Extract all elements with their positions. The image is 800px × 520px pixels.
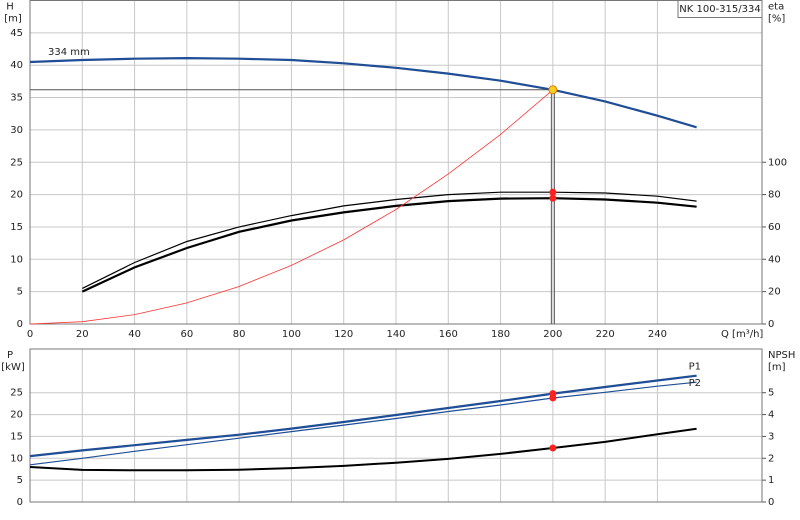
curve-label: 334 mm <box>48 47 90 58</box>
x-tick-label: 20 <box>76 329 89 340</box>
y2-tick-label: 0 <box>768 497 774 508</box>
y-tick-label: 5 <box>17 475 23 486</box>
plot-frame <box>29 0 763 325</box>
curve <box>29 374 697 458</box>
x-tick-label: 80 <box>233 329 246 340</box>
x-tick-label: 40 <box>128 329 141 340</box>
y2-tick-label: 5 <box>768 388 774 399</box>
y-axis-label: H <box>6 2 14 13</box>
y2-tick-label: 40 <box>768 254 781 265</box>
y-tick-label: 25 <box>10 157 23 168</box>
duty-point <box>549 444 557 452</box>
y-tick-label: 45 <box>10 28 23 39</box>
curve <box>29 427 697 472</box>
x-axis-label: Q [m³/h] <box>721 329 763 340</box>
x-tick-label: 220 <box>596 329 615 340</box>
y-tick-label: 40 <box>10 60 23 71</box>
y-tick-label: 15 <box>10 222 23 233</box>
duty-point <box>549 194 557 202</box>
y2-tick-label: 60 <box>768 222 781 233</box>
y-tick-label: 30 <box>10 125 23 136</box>
y-tick-label: 10 <box>10 453 23 464</box>
x-tick-label: 100 <box>282 329 301 340</box>
y-tick-label: 10 <box>10 254 23 265</box>
x-tick-label: 60 <box>180 329 193 340</box>
y2-axis-label: eta <box>768 2 784 13</box>
y2-tick-label: 1 <box>768 475 774 486</box>
y2-tick-label: 80 <box>768 190 781 201</box>
curve <box>29 381 697 466</box>
curve <box>29 56 697 129</box>
x-tick-label: 120 <box>334 329 353 340</box>
x-tick-label: 240 <box>648 329 667 340</box>
chart-title: NK 100-315/334 <box>679 4 760 15</box>
y2-tick-label: 2 <box>768 453 774 464</box>
y-tick-label: 35 <box>10 93 23 104</box>
y-tick-label: 0 <box>17 319 23 330</box>
title-box <box>677 0 763 18</box>
y2-tick-label: 0 <box>768 319 774 330</box>
x-tick-label: 140 <box>386 329 405 340</box>
y2-tick-label: 4 <box>768 410 774 421</box>
y-tick-label: 25 <box>10 388 23 399</box>
y-axis-unit: [kW] <box>1 362 25 373</box>
y-tick-label: 15 <box>10 431 23 442</box>
x-tick-label: 160 <box>439 329 458 340</box>
y-tick-label: 20 <box>10 190 23 201</box>
curve-label: P1 <box>689 362 701 373</box>
curve-label: P2 <box>689 378 701 389</box>
duty-point <box>549 188 557 196</box>
y2-tick-label: 20 <box>768 287 781 298</box>
y-tick-label: 5 <box>17 287 23 298</box>
y2-tick-label: 100 <box>768 157 787 168</box>
duty-point <box>549 394 557 402</box>
y2-axis-label: NPSH <box>768 350 795 361</box>
y2-axis-unit: [m] <box>768 362 786 373</box>
y2-tick-label: 3 <box>768 431 774 442</box>
x-tick-label: 0 <box>27 329 33 340</box>
x-tick-label: 180 <box>491 329 510 340</box>
y-axis-unit: [m] <box>4 14 22 25</box>
plot-frame <box>29 348 763 503</box>
curve <box>81 197 697 293</box>
duty-point <box>548 85 558 95</box>
curve <box>82 191 697 289</box>
y-tick-label: 0 <box>17 497 23 508</box>
curve <box>29 89 554 325</box>
y-tick-label: 20 <box>10 410 23 421</box>
x-tick-label: 200 <box>543 329 562 340</box>
y-axis-label: P <box>7 350 13 361</box>
y2-axis-unit: [%] <box>768 14 785 25</box>
